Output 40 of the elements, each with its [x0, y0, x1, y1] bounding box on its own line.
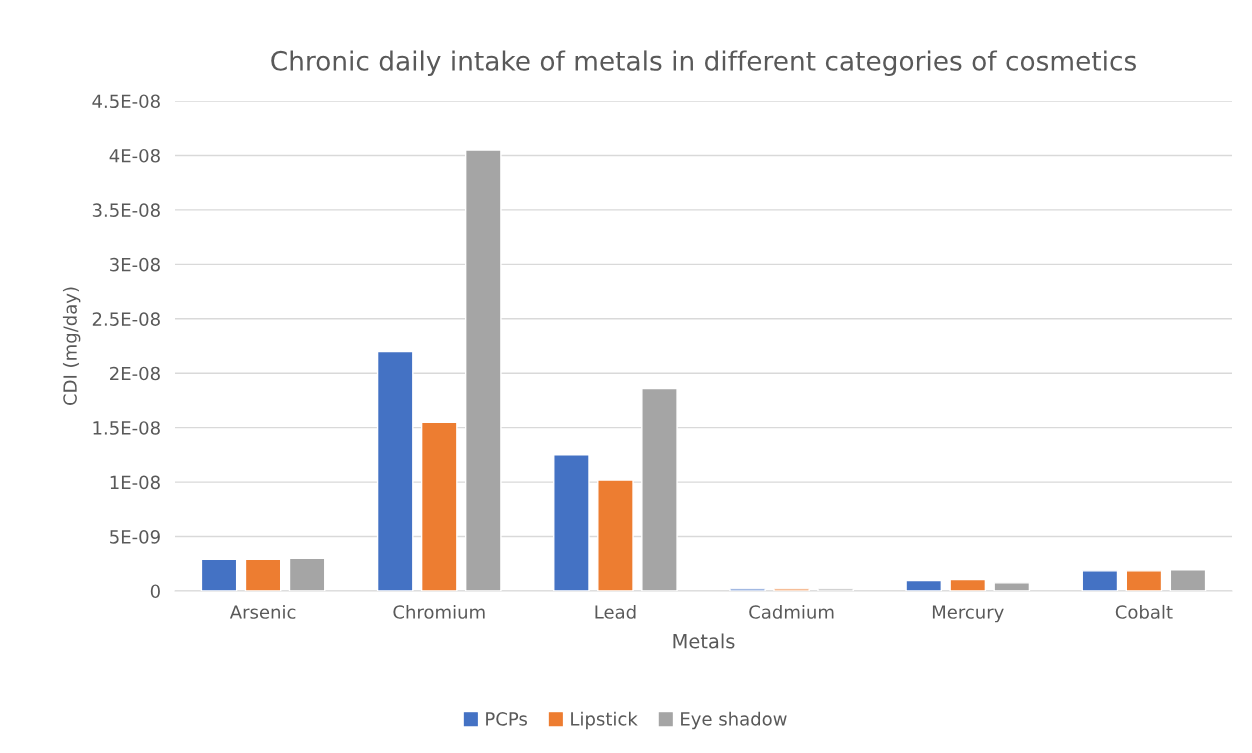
bar — [949, 578, 987, 591]
y-tick-label: 2E-08 — [110, 366, 160, 381]
x-tick-label: Lead — [595, 604, 636, 619]
legend-label: PCPs — [486, 712, 527, 726]
y-tick-label: 2.5E-08 — [92, 312, 160, 326]
y-tick-label: 3.5E-08 — [92, 203, 160, 218]
x-tick-label: Cadmium — [749, 604, 834, 619]
bar — [288, 557, 326, 591]
y-tick-label: 3E-08 — [110, 257, 160, 272]
y-tick-label: 0 — [150, 584, 160, 599]
y-tick-label: 4.5E-08 — [92, 94, 160, 109]
bar — [200, 558, 238, 591]
bar — [773, 588, 810, 591]
bar — [420, 421, 458, 591]
bar — [553, 454, 590, 591]
x-axis-title: Metals — [673, 633, 735, 649]
bar — [1125, 570, 1163, 591]
chart-title: Chronic daily intake of metals in different categories of cosmetics — [271, 50, 1136, 76]
legend-label: Eye shadow — [681, 711, 787, 730]
bar — [244, 558, 282, 591]
bar — [729, 588, 766, 591]
x-tick-label: Chromium — [393, 604, 485, 619]
bar — [905, 579, 943, 591]
bar — [817, 588, 854, 591]
x-tick-label: Arsenic — [229, 604, 296, 619]
bar — [641, 387, 678, 591]
bar — [597, 479, 634, 591]
y-tick-label: 1E-08 — [110, 475, 160, 490]
y-tick-label: 4E-08 — [109, 148, 160, 163]
x-tick-label: Cobalt — [1115, 604, 1173, 619]
y-tick-label: 5E-09 — [110, 530, 160, 544]
bar — [464, 149, 502, 591]
y-axis-title: CDI (mg/day) — [62, 287, 81, 405]
bar — [1169, 569, 1207, 591]
bar — [1081, 570, 1119, 591]
bar — [993, 582, 1031, 591]
legend-label: Lipstick — [571, 711, 638, 730]
x-tick-label: Mercury — [932, 605, 1004, 623]
bar — [376, 350, 414, 591]
y-tick-label: 1.5E-08 — [93, 421, 160, 435]
